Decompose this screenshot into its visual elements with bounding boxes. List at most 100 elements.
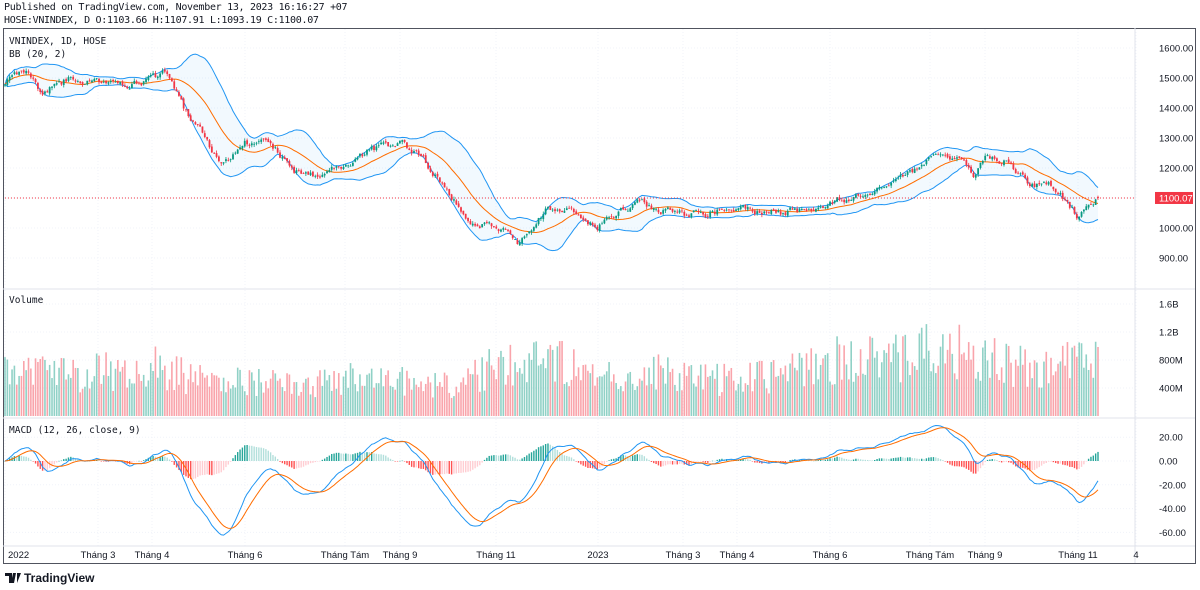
macd-histogram-bar bbox=[1003, 461, 1005, 463]
macd-histogram-bar bbox=[577, 461, 580, 463]
volume-bar bbox=[462, 377, 465, 416]
candle bbox=[302, 173, 305, 174]
macd-histogram-bar bbox=[366, 452, 368, 461]
volume-bar bbox=[815, 353, 817, 416]
macd-histogram-bar bbox=[744, 459, 747, 461]
volume-bar bbox=[707, 376, 709, 416]
volume-bar bbox=[215, 375, 218, 416]
macd-histogram-bar bbox=[227, 461, 230, 465]
macd-histogram-bar bbox=[112, 461, 114, 462]
candle bbox=[4, 84, 6, 86]
volume-bar bbox=[918, 333, 921, 416]
candle bbox=[279, 152, 281, 158]
candle bbox=[1038, 183, 1041, 185]
volume-bar bbox=[810, 348, 813, 416]
macd-histogram-bar bbox=[107, 461, 110, 462]
volume-bar bbox=[730, 367, 733, 416]
macd-histogram-bar bbox=[1066, 461, 1069, 466]
macd-histogram-bar bbox=[152, 456, 154, 461]
candle bbox=[1003, 160, 1005, 166]
volume-bar bbox=[286, 373, 288, 416]
candle bbox=[798, 209, 801, 212]
candle bbox=[330, 166, 333, 170]
candle bbox=[617, 211, 620, 216]
macd-histogram-bar bbox=[60, 460, 63, 462]
volume-bar bbox=[1003, 382, 1005, 416]
volume-bar bbox=[13, 365, 16, 416]
volume-bar bbox=[808, 369, 810, 416]
volume-bar bbox=[8, 384, 11, 416]
candle bbox=[39, 89, 42, 93]
macd-histogram-bar bbox=[895, 457, 897, 461]
candle bbox=[253, 143, 256, 145]
candle bbox=[217, 156, 220, 162]
macd-histogram-bar bbox=[878, 458, 881, 461]
volume-bar bbox=[944, 363, 947, 416]
candle bbox=[746, 207, 749, 210]
macd-histogram-bar bbox=[681, 461, 683, 464]
macd-histogram-bar bbox=[526, 455, 528, 461]
macd-histogram-bar bbox=[881, 458, 883, 461]
candle bbox=[894, 179, 897, 181]
candle bbox=[241, 145, 244, 149]
candle bbox=[199, 124, 201, 127]
bb-upper-line bbox=[4, 53, 1099, 223]
candle bbox=[622, 207, 625, 210]
candle bbox=[737, 208, 740, 211]
candle bbox=[904, 175, 907, 176]
macd-histogram-bar bbox=[695, 461, 697, 462]
candle bbox=[829, 201, 831, 206]
macd-histogram-bar bbox=[523, 457, 526, 461]
macd-histogram-bar bbox=[403, 461, 406, 462]
candle bbox=[497, 229, 500, 232]
volume-bar bbox=[347, 387, 349, 416]
macd-histogram-bar bbox=[483, 459, 486, 461]
volume-bar bbox=[133, 383, 136, 416]
volume-bar bbox=[521, 373, 523, 416]
volume-bar bbox=[558, 341, 561, 416]
volume-bar bbox=[824, 354, 827, 416]
volume-bar bbox=[86, 369, 89, 416]
volume-bar bbox=[441, 386, 443, 416]
time-axis-label: Tháng Tám bbox=[906, 550, 954, 561]
candle bbox=[349, 165, 352, 167]
candle bbox=[831, 202, 834, 204]
macd-histogram-bar bbox=[65, 458, 67, 461]
candle bbox=[991, 156, 994, 160]
macd-histogram-bar bbox=[1094, 453, 1097, 461]
volume-bar bbox=[218, 377, 220, 416]
volume-bar bbox=[142, 374, 145, 416]
volume-bar bbox=[596, 377, 599, 416]
candle bbox=[11, 75, 13, 77]
candle bbox=[650, 205, 653, 210]
volume-bar bbox=[805, 353, 808, 416]
volume-bar bbox=[406, 370, 408, 416]
candle bbox=[699, 212, 702, 214]
volume-bar bbox=[46, 370, 49, 416]
volume-bar bbox=[203, 377, 206, 416]
candle bbox=[878, 186, 881, 189]
candle bbox=[281, 156, 284, 159]
tradingview-logo[interactable]: TradingView bbox=[5, 571, 94, 585]
candle bbox=[608, 217, 610, 219]
volume-bar bbox=[1052, 375, 1055, 416]
volume-bar bbox=[70, 377, 72, 416]
macd-histogram-bar bbox=[302, 461, 305, 467]
macd-histogram-bar bbox=[105, 461, 107, 462]
volume-bar bbox=[1045, 351, 1048, 416]
volume-bar bbox=[775, 376, 777, 416]
volume-bar bbox=[977, 371, 979, 416]
candle bbox=[1073, 206, 1076, 214]
volume-bar bbox=[145, 386, 147, 416]
axes[interactable]: 1600.00 1500.00 1400.00 1300.00 1200.00 1000.… bbox=[8, 44, 1193, 562]
macd-histogram-bar bbox=[1012, 461, 1015, 465]
candle bbox=[577, 214, 580, 216]
volume-bar bbox=[147, 380, 150, 416]
macd-histogram-bar bbox=[100, 461, 103, 462]
candle bbox=[587, 220, 589, 225]
candle bbox=[34, 79, 37, 83]
macd-histogram-bar bbox=[32, 461, 34, 462]
volume-bar bbox=[420, 381, 422, 416]
volume-bar bbox=[392, 386, 394, 416]
